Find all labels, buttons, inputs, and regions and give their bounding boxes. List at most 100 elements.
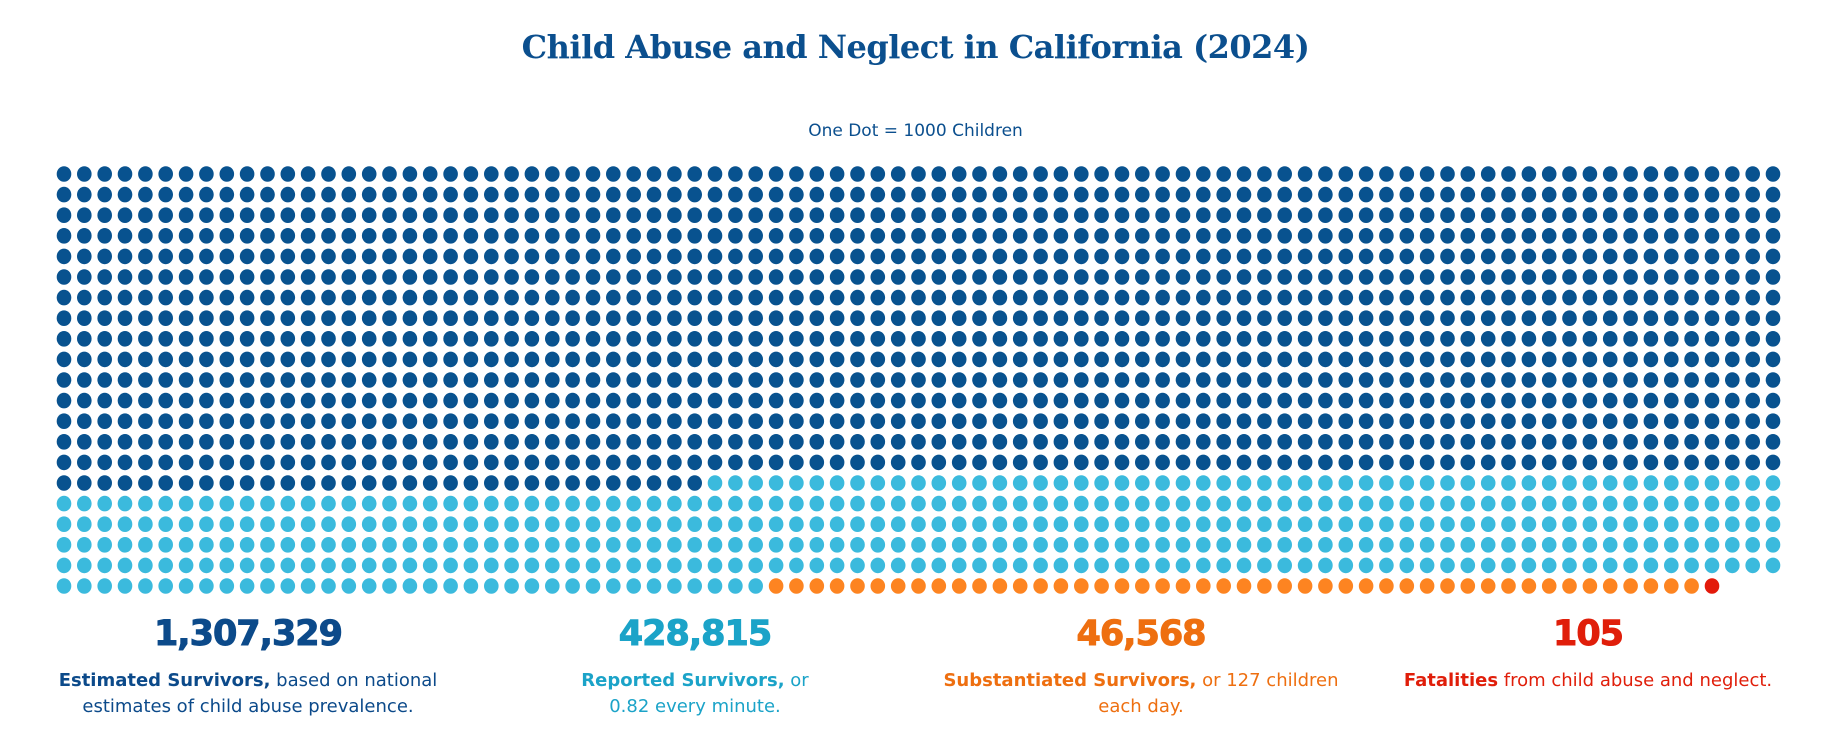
dot-estimated bbox=[260, 186, 275, 203]
dot-estimated bbox=[1074, 331, 1089, 347]
dot-estimated bbox=[1236, 454, 1252, 471]
dot-reported bbox=[951, 537, 967, 553]
dot-estimated bbox=[300, 351, 316, 368]
dot-estimated bbox=[951, 166, 967, 182]
dot-reported bbox=[1012, 516, 1028, 532]
dot-reported bbox=[463, 578, 479, 594]
dot-reported bbox=[911, 475, 926, 491]
dot-estimated bbox=[158, 392, 173, 409]
dot-reported bbox=[443, 495, 458, 512]
dot-reported bbox=[1399, 537, 1415, 553]
dot-estimated bbox=[1419, 289, 1435, 306]
dot-reported bbox=[1338, 495, 1354, 512]
dot-estimated bbox=[77, 228, 92, 244]
dot-estimated bbox=[626, 186, 641, 203]
dot-estimated bbox=[463, 351, 479, 368]
dot-estimated bbox=[1562, 454, 1577, 471]
dot-reported bbox=[158, 578, 173, 594]
dot-estimated bbox=[463, 248, 479, 265]
dot-reported bbox=[1623, 537, 1638, 553]
dot-estimated bbox=[809, 269, 825, 285]
dot-estimated bbox=[300, 248, 316, 265]
dot-estimated bbox=[1419, 351, 1435, 368]
dot-estimated bbox=[972, 372, 987, 388]
dot-estimated bbox=[1196, 248, 1211, 265]
dot-estimated bbox=[1745, 248, 1760, 265]
dot-estimated bbox=[1399, 310, 1415, 327]
dot-reported bbox=[789, 516, 804, 532]
dot-estimated bbox=[1460, 310, 1476, 327]
dot-reported bbox=[1643, 557, 1659, 574]
dot-estimated bbox=[1297, 310, 1313, 327]
dot-reported bbox=[219, 537, 235, 553]
dot-estimated bbox=[972, 289, 987, 306]
dot-reported bbox=[687, 537, 702, 553]
dot-estimated bbox=[1196, 372, 1211, 388]
dot-reported bbox=[707, 475, 723, 491]
dot-estimated bbox=[504, 392, 519, 409]
dot-reported bbox=[1602, 516, 1618, 532]
dot-estimated bbox=[1704, 186, 1720, 203]
dot-reported bbox=[1643, 516, 1659, 532]
dot-substantiated bbox=[1399, 578, 1415, 594]
dot-estimated bbox=[463, 392, 479, 409]
dot-estimated bbox=[585, 228, 601, 244]
dot-estimated bbox=[789, 289, 804, 306]
dot-estimated bbox=[382, 392, 397, 409]
dot-reported bbox=[585, 537, 601, 553]
dot-estimated bbox=[1135, 248, 1150, 265]
dot-estimated bbox=[280, 351, 296, 368]
dot-estimated bbox=[1114, 454, 1130, 471]
dot-estimated bbox=[1562, 269, 1577, 285]
dot-reported bbox=[138, 495, 153, 512]
dot-estimated bbox=[829, 372, 845, 388]
dot-estimated bbox=[911, 289, 926, 306]
dot-substantiated bbox=[911, 578, 926, 594]
dot-estimated bbox=[1562, 228, 1577, 244]
dot-estimated bbox=[504, 228, 519, 244]
dot-estimated bbox=[1358, 351, 1374, 368]
dot-estimated bbox=[260, 434, 275, 450]
dot-estimated bbox=[77, 392, 92, 409]
dot-reported bbox=[890, 557, 906, 574]
dot-reported bbox=[1664, 516, 1679, 532]
dot-estimated bbox=[809, 392, 825, 409]
dot-reported bbox=[1460, 495, 1476, 512]
dot-reported bbox=[1684, 495, 1699, 512]
dot-estimated bbox=[484, 331, 499, 347]
dot-estimated bbox=[219, 228, 235, 244]
dot-reported bbox=[1277, 516, 1292, 532]
dot-estimated bbox=[626, 413, 641, 430]
dot-estimated bbox=[1012, 331, 1028, 347]
dot-estimated bbox=[748, 186, 763, 203]
dot-estimated bbox=[1582, 186, 1598, 203]
dot-estimated bbox=[77, 166, 92, 182]
dot-estimated bbox=[667, 310, 682, 327]
dot-reported bbox=[300, 557, 316, 574]
dot-reported bbox=[219, 557, 235, 574]
dot-estimated bbox=[1338, 331, 1354, 347]
dot-estimated bbox=[1501, 207, 1516, 223]
dot-estimated bbox=[585, 454, 601, 471]
dot-estimated bbox=[1236, 351, 1252, 368]
dot-estimated bbox=[850, 310, 865, 327]
dot-reported bbox=[1257, 537, 1272, 553]
dot-estimated bbox=[463, 413, 479, 430]
dot-estimated bbox=[606, 392, 621, 409]
dot-reported bbox=[1318, 475, 1333, 491]
dot-estimated bbox=[1664, 166, 1679, 182]
dot-reported bbox=[789, 475, 804, 491]
dot-estimated bbox=[931, 372, 947, 388]
dot-reported bbox=[606, 495, 621, 512]
dot-estimated bbox=[931, 351, 947, 368]
dot-estimated bbox=[1175, 434, 1191, 450]
dot-estimated bbox=[1765, 207, 1781, 223]
dot-estimated bbox=[545, 310, 560, 327]
dot-estimated bbox=[1074, 248, 1089, 265]
dot-estimated bbox=[300, 166, 316, 182]
dot-reported bbox=[728, 557, 743, 574]
dot-estimated bbox=[1643, 310, 1659, 327]
dot-estimated bbox=[56, 392, 72, 409]
dot-estimated bbox=[1460, 434, 1476, 450]
dot-estimated bbox=[870, 186, 886, 203]
